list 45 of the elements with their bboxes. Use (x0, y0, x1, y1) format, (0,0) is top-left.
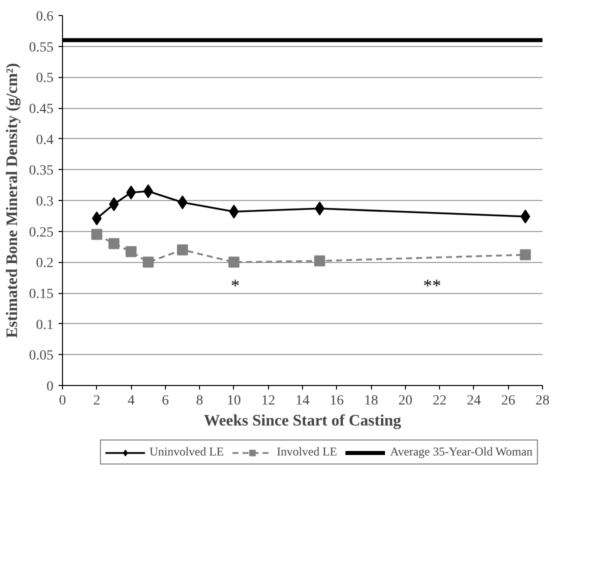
y-tick-label: 0.05 (29, 348, 54, 364)
x-tick-label: 2 (93, 394, 100, 408)
y-tick-label: 0.6 (36, 10, 54, 24)
point (177, 244, 188, 256)
y-tick-label: 0.35 (29, 164, 54, 179)
x-tick-label: 16 (330, 394, 344, 408)
point (108, 238, 120, 250)
y-tick-label: 0.55 (29, 40, 54, 56)
x-tick-label: 12 (261, 394, 276, 408)
point (520, 249, 531, 260)
x-tick-label: 18 (364, 394, 378, 408)
x-tick-label: 0 (59, 394, 66, 408)
annotation: * (230, 276, 240, 296)
x-tick-label: 4 (128, 394, 135, 408)
point (92, 211, 102, 226)
x-tick-label: 28 (536, 394, 550, 408)
y-tick-label: 0.4 (36, 132, 54, 148)
legend-label: Involved LE (276, 444, 338, 460)
point (314, 255, 326, 266)
x-tick-label: 10 (226, 394, 241, 408)
point (142, 256, 154, 268)
y-tick-label: 0.3 (36, 194, 54, 210)
x-axis-title: Weeks Since Start of Casting (204, 412, 402, 430)
y-tick-label: 0.25 (29, 225, 54, 240)
x-tick-label: 14 (296, 394, 310, 408)
y-tick-label: 0.2 (36, 256, 54, 272)
point (228, 256, 240, 268)
point (91, 228, 102, 240)
point (126, 246, 137, 258)
x-tick-label: 22 (432, 394, 447, 408)
y-tick-label: 0.5 (36, 71, 54, 86)
x-tick-label: 8 (196, 394, 204, 408)
x-tick-label: 24 (466, 394, 481, 408)
legend-label: Uninvolved LE (149, 444, 224, 460)
annotation: ** (423, 276, 442, 296)
x-tick-label: 6 (162, 394, 169, 408)
x-tick-label: 26 (501, 394, 516, 408)
point (143, 184, 154, 198)
y-tick-label: 0 (46, 380, 54, 394)
x-tick-label: 20 (398, 394, 412, 408)
y-tick-label: 0.45 (29, 102, 54, 117)
y-tick-label: 0.1 (36, 318, 54, 333)
y-tick-label: 0.15 (29, 287, 54, 302)
legend-label: Average 35-Year-Old Woman (390, 444, 533, 460)
y-axis-title: Estimated Bone Mineral Density (g/cm²) (4, 63, 21, 338)
